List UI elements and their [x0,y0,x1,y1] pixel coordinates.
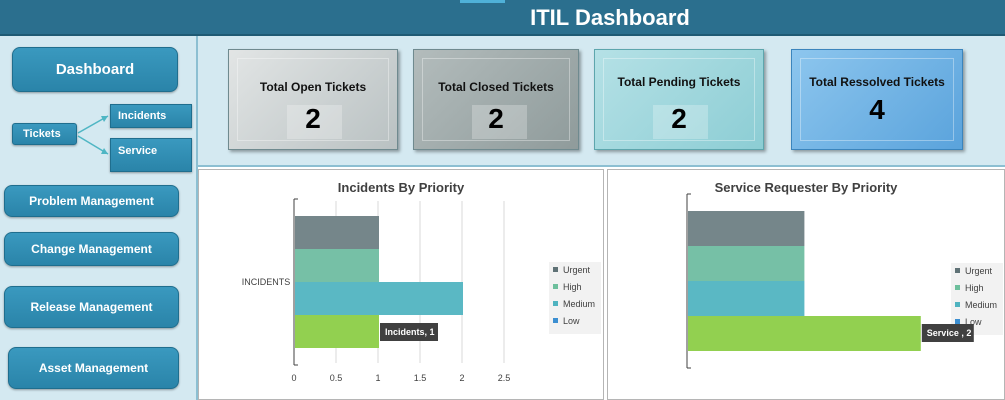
chart-title: Incidents By Priority [337,180,465,195]
legend-swatch [553,267,558,272]
legend-label: Low [965,317,982,327]
x-tick-label: 2 [459,373,464,383]
legend-label: Urgent [965,266,993,276]
bar-high[interactable] [688,246,805,281]
kpi-value: 2 [671,103,687,134]
kpi-value: 2 [488,103,504,134]
tickets-button[interactable]: Tickets [12,123,77,145]
asset-management-button[interactable]: Asset Management [8,347,179,389]
service-button[interactable]: Service [110,138,192,172]
legend-swatch [553,301,558,306]
legend-label: Medium [563,299,595,309]
legend-swatch [553,284,558,289]
incidents-button[interactable]: Incidents [110,104,192,128]
legend-label: Medium [965,300,997,310]
legend-swatch [955,302,960,307]
problem-management-button[interactable]: Problem Management [4,185,179,217]
kpi-card-open: Total Open Tickets 2 [228,49,398,150]
incidents-by-priority-chart: Incidents By Priority 0 0.5 1 1.5 2 2.5 INCIDE… [198,169,604,400]
legend-label: Low [563,316,580,326]
x-tick-label: 2.5 [498,373,511,383]
kpi-card-resolved: Total Ressolved Tickets 4 [791,49,963,150]
header-accent [460,0,505,3]
category-label: INCIDENTS [242,277,291,287]
bar-medium[interactable] [688,281,805,316]
x-tick-label: 1.5 [414,373,427,383]
kpi-card-closed: Total Closed Tickets 2 [413,49,579,150]
kpi-card-pending: Total Pending Tickets 2 [594,49,764,150]
x-tick-label: 1 [375,373,380,383]
bar-low[interactable] [295,315,379,348]
top-header: ITIL Dashboard [0,0,1005,36]
bar-low[interactable] [688,316,921,351]
legend-label: Urgent [563,265,591,275]
chart-title: Service Requester By Priority [714,180,898,195]
kpi-label: Total Pending Tickets [617,75,741,89]
kpi-value: 4 [869,94,885,125]
bar-medium[interactable] [295,282,463,315]
kpi-panel: Total Open Tickets 2 Total Closed Ticket… [198,36,1005,167]
data-callout [921,324,974,342]
page-title: ITIL Dashboard [530,5,690,30]
kpi-label: Total Closed Tickets [438,80,554,94]
legend-swatch [955,319,960,324]
sidebar: Dashboard Tickets Incidents Service Prob… [0,36,198,400]
bar-high[interactable] [295,249,379,282]
bar-urgent[interactable] [688,211,805,246]
dashboard-button[interactable]: Dashboard [12,47,178,92]
kpi-label: Total Ressolved Tickets [809,75,945,89]
chart-plot-area: 0 0.5 1 1.5 2 2.5 INCIDENTS Urgent High Medium Low… [242,198,601,383]
release-management-button[interactable]: Release Management [4,286,179,328]
bar-urgent[interactable] [295,216,379,249]
change-management-button[interactable]: Change Management [4,232,179,266]
x-tick-label: 0 [291,373,296,383]
legend-swatch [955,285,960,290]
x-tick-label: 0.5 [330,373,343,383]
legend-swatch [553,318,558,323]
service-requester-by-priority-chart: Service Requester By Priority Urgent High… [607,169,1005,400]
data-callout [380,323,438,341]
kpi-label: Total Open Tickets [259,80,367,94]
legend-swatch [955,268,960,273]
data-callout-label: Incidents, 1 [385,327,435,337]
data-callout-label: Service , 2 [927,328,972,338]
legend-label: High [563,282,582,292]
legend-label: High [965,283,984,293]
kpi-value: 2 [305,103,321,134]
